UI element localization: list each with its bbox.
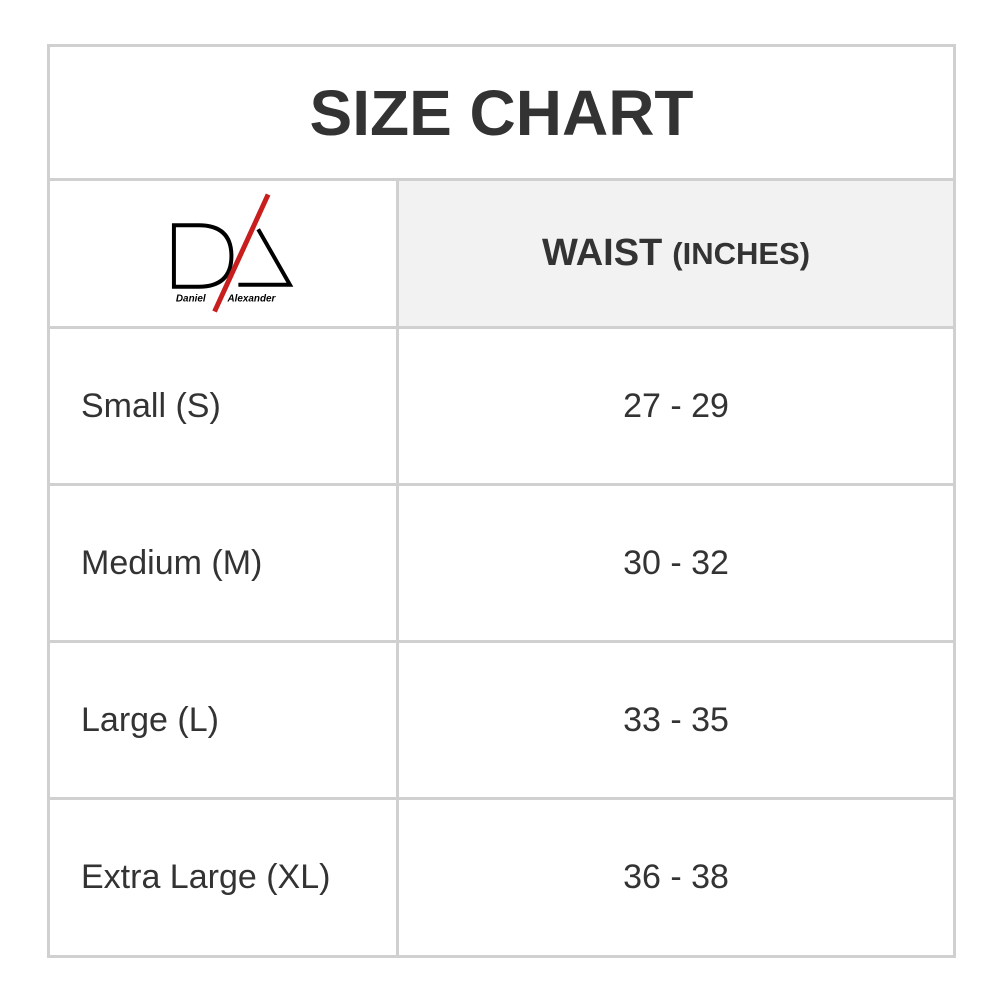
waist-cell: 27 - 29 (623, 386, 729, 425)
size-cell: Small (S) (50, 329, 399, 483)
waist-cell: 30 - 32 (623, 543, 729, 582)
table-row: Small (S) 27 - 29 (50, 329, 953, 486)
size-cell: Large (L) (50, 643, 399, 797)
logo-text-alexander: Alexander (226, 294, 276, 305)
waist-header-label: WAIST (541, 232, 663, 274)
table-row: Large (L) 33 - 35 (50, 643, 953, 800)
size-chart-table: SIZE CHART Daniel Alexander WAIST (INCHES… (47, 44, 956, 958)
waist-cell: 36 - 38 (623, 858, 729, 896)
waist-cell: 33 - 35 (623, 700, 729, 739)
size-cell: Extra Large (XL) (50, 800, 399, 955)
daniel-alexander-logo: Daniel Alexander (171, 193, 294, 313)
header-row: Daniel Alexander WAIST (INCHES) (50, 181, 953, 329)
table-row: Extra Large (XL) 36 - 38 (50, 800, 953, 955)
page-title: SIZE CHART (50, 47, 953, 181)
logo-cell: Daniel Alexander (50, 181, 399, 326)
table-row: Medium (M) 30 - 32 (50, 486, 953, 643)
logo-text-daniel: Daniel (176, 294, 206, 305)
waist-header: WAIST (INCHES) (399, 181, 953, 326)
size-cell: Medium (M) (50, 486, 399, 640)
waist-header-unit: (INCHES) (672, 235, 811, 271)
